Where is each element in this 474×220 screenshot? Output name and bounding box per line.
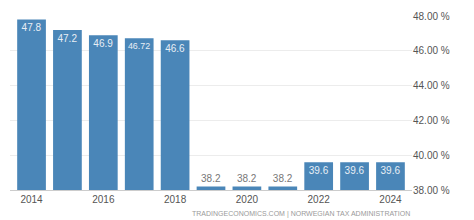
svg-text:2022: 2022 <box>308 194 331 205</box>
svg-text:46.9: 46.9 <box>93 38 113 49</box>
svg-text:38.2: 38.2 <box>273 173 293 184</box>
svg-text:2016: 2016 <box>92 194 115 205</box>
svg-text:48.00 %: 48.00 % <box>413 11 450 22</box>
svg-text:39.6: 39.6 <box>345 165 365 176</box>
svg-text:39.6: 39.6 <box>381 165 401 176</box>
svg-text:TRADINGECONOMICS.COM | NORWEGI: TRADINGECONOMICS.COM | NORWEGIAN TAX ADM… <box>192 210 410 218</box>
svg-text:47.8: 47.8 <box>22 22 42 33</box>
svg-text:2024: 2024 <box>379 194 402 205</box>
svg-text:38.2: 38.2 <box>201 173 221 184</box>
svg-text:44.00 %: 44.00 % <box>413 80 450 91</box>
svg-text:39.6: 39.6 <box>309 165 329 176</box>
svg-text:47.2: 47.2 <box>57 33 77 44</box>
svg-text:46.72: 46.72 <box>128 41 150 51</box>
svg-text:38.00 %: 38.00 % <box>413 185 450 196</box>
svg-text:2020: 2020 <box>236 194 259 205</box>
svg-text:46.6: 46.6 <box>165 43 185 54</box>
svg-text:42.00 %: 42.00 % <box>413 115 450 126</box>
svg-text:40.00 %: 40.00 % <box>413 150 450 161</box>
svg-text:38.2: 38.2 <box>237 173 257 184</box>
svg-text:2018: 2018 <box>164 194 187 205</box>
svg-text:46.00 %: 46.00 % <box>413 45 450 56</box>
svg-text:2014: 2014 <box>20 194 43 205</box>
